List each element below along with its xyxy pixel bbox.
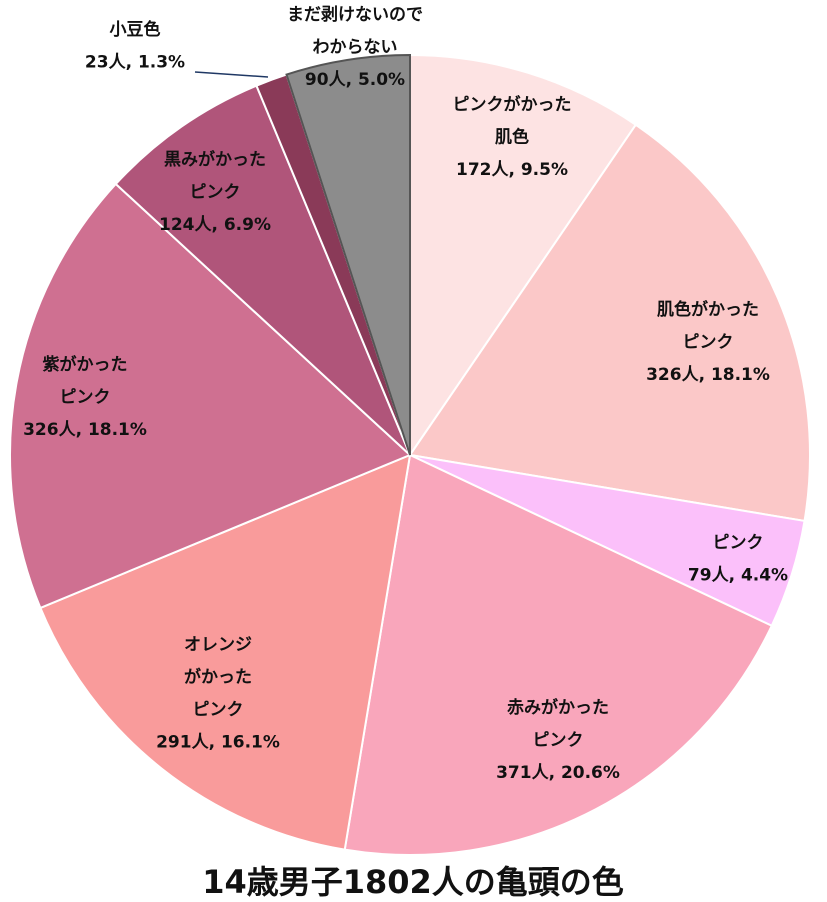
value-label: 79人, 4.4% bbox=[688, 566, 788, 586]
pie-slice bbox=[409, 53, 638, 459]
slice-label: ピンク bbox=[683, 333, 734, 353]
pie-slice bbox=[408, 123, 811, 523]
value-label: 90人, 5.0% bbox=[305, 70, 405, 90]
slice-label: まだ剥けないので bbox=[287, 5, 423, 25]
slice-label: 肌色がかった bbox=[657, 299, 759, 320]
pie-slice bbox=[343, 453, 774, 856]
slice-label: オレンジ bbox=[184, 635, 252, 655]
pie-slice bbox=[285, 53, 411, 456]
value-label: 326人, 18.1% bbox=[23, 420, 147, 440]
pie-slice bbox=[9, 182, 412, 610]
slice-label: ピンク bbox=[190, 183, 241, 203]
value-label: 172人, 9.5% bbox=[456, 160, 568, 180]
pie-slice bbox=[39, 453, 412, 851]
slice-label: 赤みがかった bbox=[507, 697, 609, 718]
slice-label: わからない bbox=[313, 38, 398, 58]
slice-label: ピンクがかった bbox=[453, 94, 572, 115]
slice-label: ピンク bbox=[193, 700, 244, 720]
slice-label: 肌色 bbox=[495, 127, 529, 148]
pie-slice bbox=[114, 84, 411, 456]
slice-label: がかった bbox=[184, 667, 252, 688]
value-label: 23人, 1.3% bbox=[85, 53, 185, 73]
leader-line bbox=[194, 71, 269, 78]
slice-label: 紫がかった bbox=[43, 354, 128, 375]
value-label: 371人, 20.6% bbox=[496, 763, 620, 783]
slice-label: ピンク bbox=[60, 388, 111, 408]
value-label: 291人, 16.1% bbox=[156, 733, 280, 753]
slice-label: 黒みがかった bbox=[164, 149, 266, 170]
value-label: 326人, 18.1% bbox=[646, 365, 770, 385]
slice-label: ピンク bbox=[713, 533, 764, 553]
value-label: 124人, 6.9% bbox=[159, 215, 271, 235]
chart-title: 14歳男子1802人の亀頭の色 bbox=[202, 863, 624, 901]
slice-label: 小豆色 bbox=[110, 19, 161, 40]
slice-label: ピンク bbox=[533, 731, 584, 751]
